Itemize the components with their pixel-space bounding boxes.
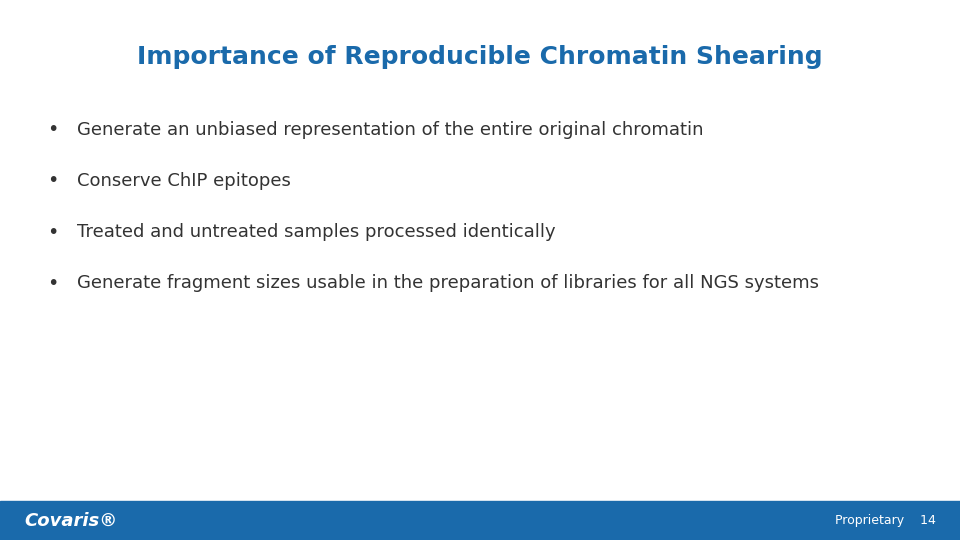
Text: Generate fragment sizes usable in the preparation of libraries for all NGS syste: Generate fragment sizes usable in the pr… xyxy=(77,274,819,293)
Text: Conserve ChIP epitopes: Conserve ChIP epitopes xyxy=(77,172,291,190)
Text: Treated and untreated samples processed identically: Treated and untreated samples processed … xyxy=(77,223,556,241)
Bar xyxy=(0,501,960,540)
Text: Covaris®: Covaris® xyxy=(24,511,117,530)
Text: Proprietary    14: Proprietary 14 xyxy=(835,514,936,527)
Text: •: • xyxy=(47,120,59,139)
Text: •: • xyxy=(47,171,59,191)
Text: •: • xyxy=(47,222,59,242)
Text: •: • xyxy=(47,274,59,293)
Text: Importance of Reproducible Chromatin Shearing: Importance of Reproducible Chromatin She… xyxy=(137,45,823,69)
Text: Generate an unbiased representation of the entire original chromatin: Generate an unbiased representation of t… xyxy=(77,120,704,139)
